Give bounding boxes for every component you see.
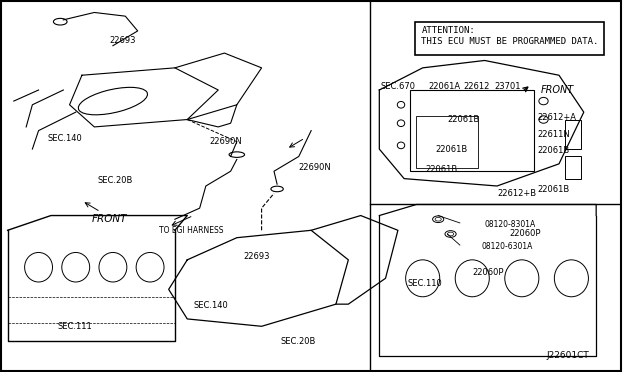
Bar <box>565 119 580 149</box>
Text: SEC.20B: SEC.20B <box>97 176 132 185</box>
Text: 22061B: 22061B <box>426 165 458 174</box>
Text: TO EGI HARNESS: TO EGI HARNESS <box>159 226 224 235</box>
Bar <box>417 116 479 167</box>
Text: 22611N: 22611N <box>538 130 570 139</box>
Text: 23701: 23701 <box>494 82 520 91</box>
Text: SEC.111: SEC.111 <box>57 322 92 331</box>
Text: 22690N: 22690N <box>299 163 332 172</box>
Text: 22060P: 22060P <box>509 230 541 238</box>
Text: SEC.140: SEC.140 <box>48 134 83 142</box>
Text: 22693: 22693 <box>243 251 269 261</box>
Text: 22061B: 22061B <box>447 115 480 124</box>
Text: SEC.110: SEC.110 <box>407 279 442 288</box>
Text: SEC.140: SEC.140 <box>193 301 228 311</box>
Text: ATTENTION:
THIS ECU MUST BE PROGRAMMED DATA.: ATTENTION: THIS ECU MUST BE PROGRAMMED D… <box>422 26 599 45</box>
Text: 22061B: 22061B <box>435 145 467 154</box>
Text: 22061A: 22061A <box>429 82 461 91</box>
Text: FRONT: FRONT <box>92 214 127 224</box>
Text: 22612+B: 22612+B <box>497 189 536 198</box>
Text: 08120-6301A: 08120-6301A <box>481 243 533 251</box>
Bar <box>565 157 580 179</box>
Bar <box>410 90 534 171</box>
Text: 22612: 22612 <box>463 82 490 91</box>
Text: J22601CT: J22601CT <box>547 351 589 360</box>
Text: 22061B: 22061B <box>538 185 570 194</box>
Text: 22693: 22693 <box>110 36 136 45</box>
Text: SEC.20B: SEC.20B <box>280 337 316 346</box>
Text: 22690N: 22690N <box>209 137 242 146</box>
Text: 22060P: 22060P <box>472 268 504 277</box>
Bar <box>415 22 604 55</box>
Text: FRONT: FRONT <box>540 85 573 95</box>
Text: 22612+A: 22612+A <box>538 113 576 122</box>
Text: SEC.670: SEC.670 <box>381 82 415 91</box>
Text: 08120-8301A: 08120-8301A <box>484 220 536 229</box>
Text: 22061B: 22061B <box>538 147 570 155</box>
